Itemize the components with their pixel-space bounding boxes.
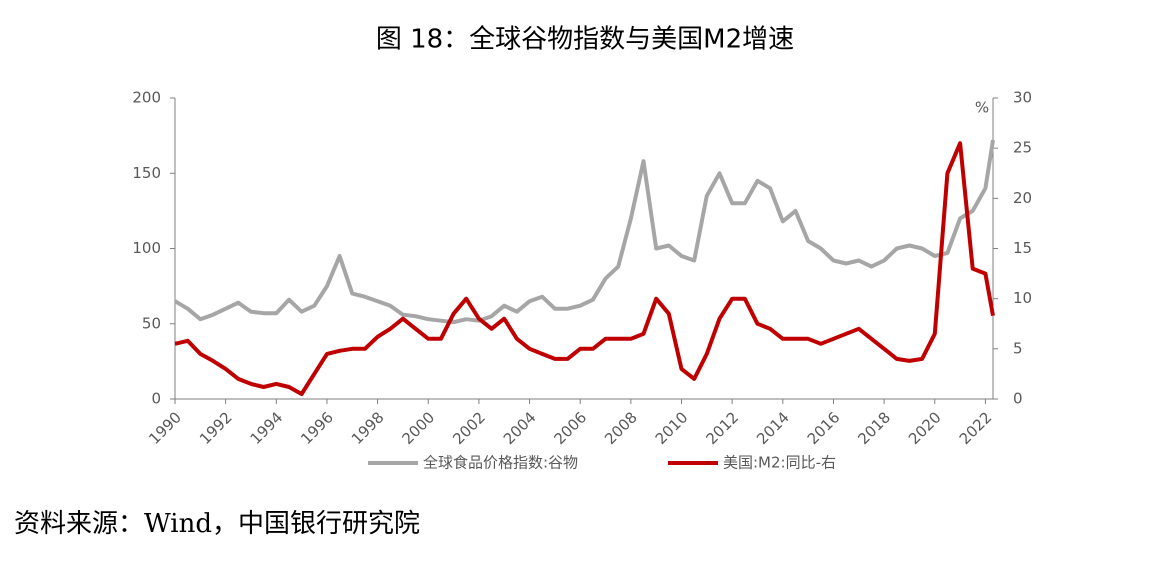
y2-tick-label: 20 [1013,189,1032,207]
y-tick-label: 200 [132,89,161,107]
y2-tick-label: 10 [1013,289,1032,307]
x-tick-label: 2020 [905,408,945,448]
x-tick-label: 1990 [145,408,185,448]
x-tick-label: 1998 [348,408,388,448]
chart-title: 图 18：全球谷物指数与美国M2增速 [376,25,794,55]
legend-label: 全球食品价格指数:谷物 [423,454,578,472]
x-tick-label: 2002 [449,408,489,448]
x-tick-label: 2000 [399,408,439,448]
x-tick-label: 2018 [854,408,894,448]
y2-tick-label: 25 [1013,139,1032,157]
y2-tick-label: 5 [1013,339,1023,357]
x-tick-label: 1994 [247,408,287,448]
y2-unit: % [975,99,989,117]
series-line [173,139,995,325]
source: 资料来源：Wind，中国银行研究院 [14,509,420,539]
x-tick-label: 2014 [753,408,793,448]
x-tick-label: 2022 [956,408,996,448]
y2-tick-label: 30 [1013,89,1032,107]
y-tick-label: 50 [142,314,161,332]
y-tick-label: 0 [151,390,161,408]
legend-label: 美国:M2:同比-右 [723,454,836,472]
series-line [174,141,995,396]
y2-tick-label: 15 [1013,239,1032,257]
x-tick-label: 2016 [804,408,844,448]
x-tick-label: 2006 [550,408,590,448]
x-tick-label: 2008 [601,408,641,448]
x-tick-label: 1992 [196,408,236,448]
x-tick-label: 2010 [652,408,692,448]
x-tick-label: 2012 [702,408,742,448]
y2-tick-label: 0 [1013,390,1023,408]
x-tick-label: 1996 [297,408,337,448]
y-tick-label: 150 [132,164,161,182]
y-tick-label: 100 [132,239,161,257]
x-tick-label: 2004 [500,408,540,448]
